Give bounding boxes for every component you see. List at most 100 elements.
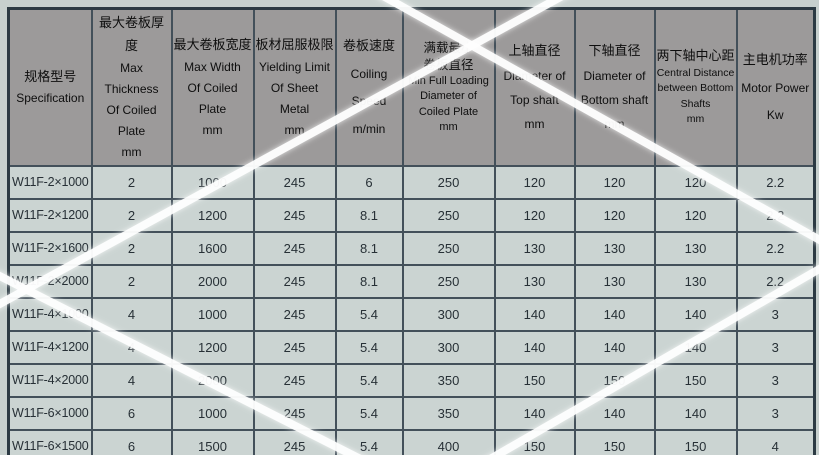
header-line: Shafts [680, 97, 711, 110]
header-line: 最大卷板厚度 [98, 15, 164, 53]
cell-yielding-limit: 245 [252, 263, 337, 299]
cell-max-width: 1200 [170, 329, 255, 365]
header-line: 下轴直径 [588, 43, 641, 59]
cell-top-shaft-diameter: 150 [493, 362, 576, 398]
header-line: Diameter of [583, 69, 646, 84]
table-row: W11F-4×2000 4 2000 245 5.4 350 150 150 150 3 [7, 362, 816, 398]
cell-min-coil-diameter: 250 [401, 263, 496, 299]
cell-coiling-speed: 5.4 [334, 428, 404, 455]
column-header-max-thickness: 最大卷板厚度 Max Thickness Of Coiled Plate mm [90, 7, 173, 167]
cell-bottom-shafts-distance: 130 [653, 263, 738, 299]
cell-model: W11F-2×1000 [7, 164, 93, 200]
cell-max-width: 2000 [170, 263, 255, 299]
column-header-min-coil-diameter: 满载最小 卷板直径 Min Full Loading Diameter of Coile… [401, 7, 496, 167]
header-line: mm [121, 144, 142, 159]
column-header-bottom-shafts-distance: 两下轴中心距 Central Distance between Bottom Shaf… [653, 7, 738, 167]
cell-max-thickness: 2 [90, 164, 173, 200]
cell-yielding-limit: 245 [252, 395, 337, 431]
cell-yielding-limit: 245 [252, 164, 337, 200]
header-line: Max Thickness [104, 60, 159, 96]
cell-model: W11F-6×1500 [7, 428, 93, 455]
cell-max-thickness: 2 [90, 263, 173, 299]
table-header: 规格型号 Specification 最大卷板厚度 Max Thickness Of C… [7, 7, 816, 167]
cell-model: W11F-6×1000 [7, 395, 93, 431]
cell-bottom-shaft-diameter: 140 [573, 329, 656, 365]
cell-yielding-limit: 245 [252, 362, 337, 398]
cell-bottom-shafts-distance: 140 [653, 395, 738, 431]
table-row: W11F-6×1000 6 1000 245 5.4 350 140 140 140 3 [7, 395, 816, 431]
cell-bottom-shafts-distance: 120 [653, 197, 738, 233]
table-row: W11F-2×2000 2 2000 245 8.1 250 130 130 130 2.2 [7, 263, 816, 299]
header-line: Of Coiled Plate [187, 80, 238, 116]
cell-model: W11F-2×2000 [7, 263, 93, 299]
cell-bottom-shafts-distance: 150 [653, 362, 738, 398]
table-row: W11F-2×1000 2 1000 245 6 250 120 120 120 2.2 [7, 164, 816, 200]
header-line: 两下轴中心距 [656, 48, 735, 64]
table-row: W11F-4×1200 4 1200 245 5.4 300 140 140 140 3 [7, 329, 816, 365]
header-line: Top shaft [510, 93, 559, 108]
cell-motor-power: 3 [735, 296, 816, 332]
cell-motor-power: 3 [735, 329, 816, 365]
cell-yielding-limit: 245 [252, 428, 337, 455]
column-header-motor-power: 主电机功率 Motor Power Kw [735, 7, 816, 167]
cell-min-coil-diameter: 250 [401, 230, 496, 266]
cell-max-width: 1500 [170, 428, 255, 455]
cell-top-shaft-diameter: 140 [493, 296, 576, 332]
cell-bottom-shafts-distance: 150 [653, 428, 738, 455]
cell-coiling-speed: 8.1 [334, 263, 404, 299]
header-line: Central Distance [656, 67, 735, 80]
cell-min-coil-diameter: 350 [401, 362, 496, 398]
header-line: Max Width [184, 59, 241, 74]
column-header-specification: 规格型号 Specification [7, 7, 93, 167]
cell-max-thickness: 2 [90, 230, 173, 266]
table-row: W11F-6×1500 6 1500 245 5.4 400 150 150 150 4 [7, 428, 816, 455]
table-body: W11F-2×1000 2 1000 245 6 250 120 120 120 2.2 W11F-… [7, 164, 816, 455]
column-header-top-shaft-diameter: 上轴直径 Diameter of Top shaft mm [493, 7, 576, 167]
cell-yielding-limit: 245 [252, 230, 337, 266]
cell-top-shaft-diameter: 150 [493, 428, 576, 455]
cell-max-thickness: 2 [90, 197, 173, 233]
cell-yielding-limit: 245 [252, 197, 337, 233]
column-header-coiling-speed: 卷板速度 Coiling Speed m/min [334, 7, 404, 167]
cell-bottom-shaft-diameter: 130 [573, 230, 656, 266]
header-line: 规格型号 [24, 69, 77, 84]
header-line: 主电机功率 [742, 51, 808, 67]
cell-min-coil-diameter: 350 [401, 395, 496, 431]
cell-top-shaft-diameter: 120 [493, 197, 576, 233]
cell-max-width: 1000 [170, 395, 255, 431]
header-line: 最大卷板宽度 [173, 36, 252, 52]
cell-motor-power: 2.2 [735, 263, 816, 299]
header-line: mm [686, 112, 705, 125]
cell-coiling-speed: 8.1 [334, 230, 404, 266]
cell-coiling-speed: 8.1 [334, 197, 404, 233]
header-line: Of Coiled Plate [106, 102, 157, 138]
cell-max-width: 1000 [170, 164, 255, 200]
cell-max-thickness: 6 [90, 428, 173, 455]
header-line: 卷板速度 [342, 37, 395, 53]
cell-max-thickness: 4 [90, 329, 173, 365]
header-line: mm [524, 117, 545, 132]
header-line: mm [439, 120, 458, 133]
header-line: mm [202, 122, 223, 137]
cell-bottom-shaft-diameter: 120 [573, 197, 656, 233]
cell-bottom-shaft-diameter: 120 [573, 164, 656, 200]
cell-top-shaft-diameter: 120 [493, 164, 576, 200]
header-line: mm [284, 122, 305, 137]
cell-model: W11F-4×2000 [7, 362, 93, 398]
header-line: 卷板直径 [423, 57, 474, 72]
header-line: Motor Power [741, 80, 810, 95]
specification-table: 规格型号 Specification 最大卷板厚度 Max Thickness Of C… [7, 7, 816, 455]
cell-max-thickness: 6 [90, 395, 173, 431]
cell-coiling-speed: 5.4 [334, 329, 404, 365]
cell-motor-power: 2.2 [735, 197, 816, 233]
cell-model: W11F-2×1200 [7, 197, 93, 233]
cell-motor-power: 3 [735, 395, 816, 431]
header-line: Yielding Limit [259, 59, 330, 74]
cell-motor-power: 2.2 [735, 164, 816, 200]
cell-max-width: 2000 [170, 362, 255, 398]
cell-model: W11F-4×1200 [7, 329, 93, 365]
cell-bottom-shaft-diameter: 150 [573, 428, 656, 455]
cell-bottom-shafts-distance: 120 [653, 164, 738, 200]
cell-max-width: 1200 [170, 197, 255, 233]
